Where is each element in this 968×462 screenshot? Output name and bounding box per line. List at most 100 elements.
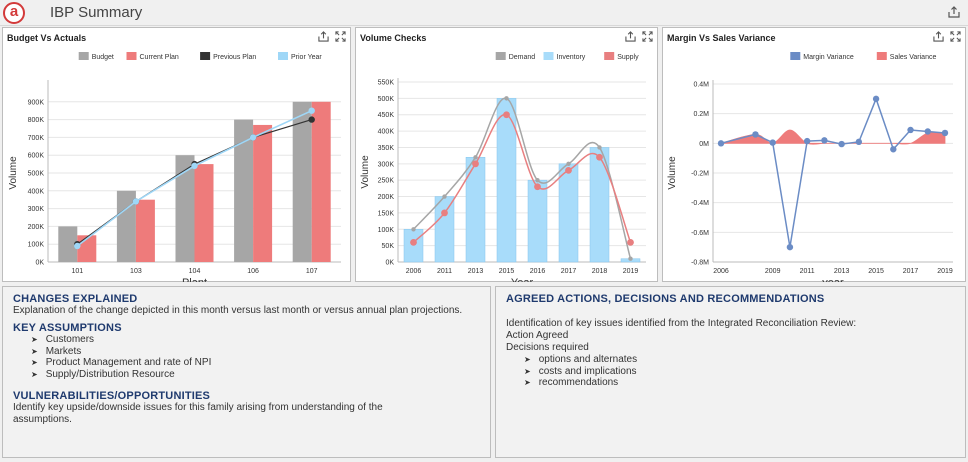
point-supply bbox=[596, 153, 603, 161]
y-tick-label: 700K bbox=[28, 135, 45, 142]
budget-vs-actuals-panel: Budget Vs Actuals Budget Current Plan Prev… bbox=[2, 27, 351, 282]
bar-budget bbox=[292, 101, 312, 262]
point-prior-year bbox=[308, 107, 315, 114]
export-icon[interactable] bbox=[948, 6, 960, 18]
decisions-required-label: Decisions required bbox=[506, 342, 589, 353]
list-item: Markets bbox=[31, 346, 480, 358]
action-agreed-label: Action Agreed bbox=[506, 330, 569, 341]
app-logo: a bbox=[3, 2, 25, 24]
x-tick-label: 2015 bbox=[868, 268, 884, 275]
y-tick-label: 400K bbox=[378, 129, 395, 136]
point-margin-variance bbox=[872, 95, 880, 103]
legend-swatch bbox=[543, 52, 554, 60]
export-icon[interactable] bbox=[933, 31, 944, 42]
x-tick-label: 106 bbox=[247, 268, 259, 275]
point-supply bbox=[534, 183, 541, 191]
point-demand bbox=[442, 194, 447, 199]
list-item: options and alternates bbox=[524, 354, 955, 366]
commentary-right-box: AGREED ACTIONS, DECISIONS AND RECOMMENDA… bbox=[495, 286, 966, 458]
x-axis-title: Plant bbox=[182, 277, 207, 282]
x-tick-label: 2017 bbox=[561, 268, 577, 275]
y-tick-label: 500K bbox=[28, 171, 45, 178]
bar-inventory bbox=[527, 179, 548, 263]
bar-budget bbox=[58, 226, 78, 262]
x-tick-label: 2013 bbox=[834, 268, 850, 275]
point-supply bbox=[503, 111, 510, 119]
legend-label: Inventory bbox=[557, 54, 586, 61]
y-tick-label: 50K bbox=[382, 243, 395, 250]
point-supply bbox=[627, 238, 634, 246]
point-margin-variance bbox=[907, 126, 914, 134]
bar-budget bbox=[175, 155, 195, 262]
x-axis-title: year bbox=[822, 277, 844, 282]
vulnerabilities-heading: VULNERABILITIES/OPPORTUNITIES bbox=[13, 390, 211, 402]
page-title: IBP Summary bbox=[50, 4, 143, 21]
expand-icon[interactable] bbox=[335, 31, 346, 42]
x-tick-label: 2013 bbox=[468, 268, 484, 275]
point-supply bbox=[565, 166, 572, 174]
y-tick-label: 400K bbox=[28, 188, 45, 195]
y-tick-label: 250K bbox=[378, 178, 395, 185]
point-margin-variance bbox=[838, 140, 845, 148]
panel-title: Budget Vs Actuals bbox=[7, 33, 87, 43]
y-tick-label: 600K bbox=[28, 153, 45, 160]
bar-budget bbox=[116, 190, 136, 262]
point-demand bbox=[473, 155, 478, 160]
legend-swatch bbox=[495, 52, 506, 60]
bar-inventory bbox=[558, 163, 579, 263]
budget-vs-actuals-chart: Budget Current Plan Previous Plan Prior Yea… bbox=[8, 52, 341, 282]
y-tick-label: -0.4M bbox=[691, 200, 709, 207]
legend-label: Demand bbox=[509, 54, 536, 61]
changes-heading: CHANGES EXPLAINED bbox=[13, 293, 138, 305]
x-tick-label: 2019 bbox=[937, 268, 953, 275]
legend-swatch bbox=[126, 52, 137, 60]
legend-swatch bbox=[876, 52, 887, 60]
y-tick-label: 450K bbox=[378, 112, 395, 119]
list-item: costs and implications bbox=[524, 366, 955, 378]
margin-vs-sales-chart: Margin Variance Sales Variance -0.8M -0.6M -… bbox=[667, 52, 953, 282]
legend-swatch bbox=[790, 52, 801, 60]
bar-inventory bbox=[465, 157, 486, 263]
point-demand bbox=[535, 177, 540, 183]
point-margin-variance bbox=[752, 131, 759, 138]
y-tick-label: 0.4M bbox=[693, 82, 709, 89]
point-supply bbox=[441, 209, 448, 217]
point-prior-year bbox=[249, 134, 257, 141]
point-demand bbox=[504, 96, 509, 101]
legend-label: Supply bbox=[617, 54, 639, 61]
legend-label: Current Plan bbox=[140, 54, 179, 61]
legend-swatch bbox=[200, 52, 211, 60]
y-tick-label: -0.6M bbox=[691, 230, 709, 237]
legend-label: Sales Variance bbox=[890, 54, 937, 61]
vulnerabilities-body: Identify key upside/downside issues for … bbox=[13, 402, 383, 425]
x-tick-label: 101 bbox=[71, 268, 83, 275]
volume-checks-panel: Volume Checks Demand Inventory Supply 0K 50K… bbox=[355, 27, 658, 282]
point-margin-variance bbox=[786, 243, 794, 251]
y-tick-label: 0M bbox=[699, 141, 709, 148]
point-demand bbox=[628, 256, 633, 261]
x-tick-label: 2011 bbox=[437, 268, 452, 275]
x-tick-label: 2015 bbox=[499, 268, 515, 275]
legend-label: Budget bbox=[92, 54, 114, 61]
panel-title: Margin Vs Sales Variance bbox=[667, 33, 776, 43]
point-margin-variance bbox=[890, 146, 897, 153]
x-tick-label: 2016 bbox=[530, 268, 546, 275]
expand-icon[interactable] bbox=[950, 31, 961, 42]
export-icon[interactable] bbox=[318, 31, 329, 42]
x-tick-label: 2006 bbox=[406, 268, 422, 275]
point-supply bbox=[472, 160, 479, 168]
y-tick-label: 200K bbox=[28, 224, 45, 231]
export-icon[interactable] bbox=[625, 31, 636, 42]
bar-current-plan bbox=[194, 164, 214, 262]
x-tick-label: 103 bbox=[130, 268, 142, 275]
y-tick-label: -0.8M bbox=[691, 260, 709, 267]
actions-heading: AGREED ACTIONS, DECISIONS AND RECOMMENDA… bbox=[506, 293, 825, 305]
expand-icon[interactable] bbox=[642, 31, 653, 42]
legend-swatch bbox=[78, 52, 89, 60]
y-axis-title: Volume bbox=[8, 156, 19, 190]
list-item: Product Management and rate of NPI bbox=[31, 357, 480, 369]
bar-current-plan bbox=[253, 124, 273, 262]
point-margin-variance bbox=[941, 129, 949, 137]
legend-swatch bbox=[604, 52, 615, 60]
changes-body: Explanation of the change depicted in th… bbox=[13, 305, 463, 316]
